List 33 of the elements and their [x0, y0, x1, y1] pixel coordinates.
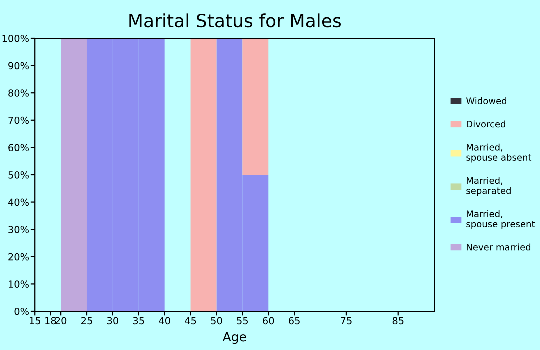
x-tick-label: 60: [263, 317, 274, 325]
y-tick-label: 50%: [8, 171, 30, 179]
y-tick-label: 10%: [9, 280, 30, 288]
x-tick-label: 30: [108, 317, 118, 325]
y-tick-label: 60%: [8, 144, 30, 152]
legend-label: Widowed: [466, 98, 506, 104]
y-tick-label: 70%: [8, 116, 30, 124]
legend-label: Married, spouse absent: [466, 144, 532, 163]
x-tick-label: 20: [56, 317, 67, 325]
legend-label: Married, spouse present: [466, 210, 536, 230]
x-tick-label: 40: [159, 317, 170, 325]
chart-title: Marital Status for Males: [130, 14, 342, 28]
legend-label: Never married: [467, 244, 531, 251]
y-tick-label: 40%: [8, 198, 30, 206]
y-tick-label: 100%: [2, 34, 30, 42]
x-tick-label: 35: [133, 317, 144, 325]
x-axis-title: Age: [222, 332, 246, 344]
x-tick-label: 85: [392, 317, 404, 325]
y-tick-label: 0%: [14, 308, 30, 316]
legend-label: Married, separated: [466, 177, 511, 196]
legend-label: Divorced: [467, 120, 506, 128]
x-tick-label: 18: [46, 317, 56, 325]
x-tick-label: 55: [237, 317, 248, 325]
y-tick-label: 80%: [8, 90, 30, 97]
y-tick-label: 20%: [8, 253, 30, 261]
x-tick-label: 50: [211, 317, 222, 325]
y-tick-label: 90%: [8, 62, 30, 70]
x-tick-label: 25: [82, 317, 92, 325]
x-tick-label: 45: [185, 317, 196, 325]
x-tick-label: 75: [341, 317, 352, 325]
x-tick-label: 15: [30, 317, 40, 325]
x-tick-label: 65: [289, 317, 300, 325]
y-tick-label: 30%: [8, 226, 30, 234]
